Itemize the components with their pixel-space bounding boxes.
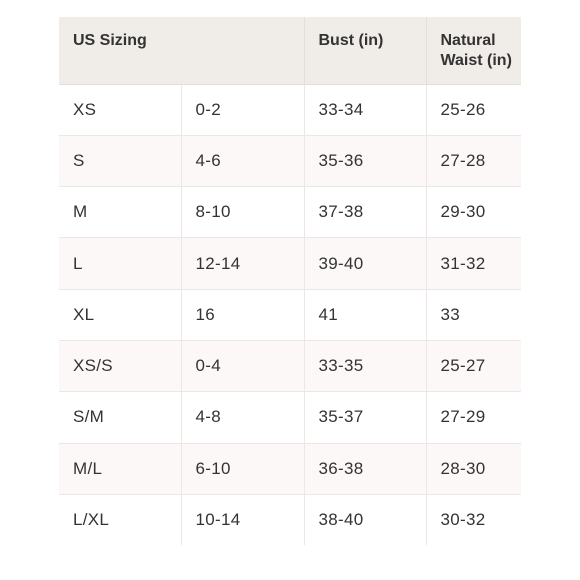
cell-size-label: M/L: [59, 443, 182, 495]
header-us-sizing: US Sizing: [59, 17, 305, 85]
cell-waist: 33: [426, 289, 521, 341]
table-header: US Sizing Bust (in) Natural Waist (in): [59, 17, 521, 85]
cell-us-size: 4-8: [181, 391, 305, 444]
table-row: S/M 4-8 35-37 27-29: [59, 391, 521, 444]
cell-size-label: XL: [59, 289, 182, 341]
cell-waist: 30-32: [426, 494, 521, 545]
cell-waist: 31-32: [426, 237, 521, 290]
cell-us-size: 4-6: [181, 135, 305, 188]
cell-size-label: L/XL: [59, 494, 182, 545]
cell-waist: 25-27: [426, 340, 521, 393]
cell-us-size: 12-14: [181, 237, 305, 290]
cell-waist: 25-26: [426, 84, 521, 136]
cell-us-size: 6-10: [181, 443, 305, 495]
cell-size-label: L: [59, 237, 182, 290]
cell-size-label: XS: [59, 84, 182, 136]
cell-us-size: 10-14: [181, 494, 305, 545]
cell-bust: 38-40: [304, 494, 427, 545]
header-row: US Sizing Bust (in) Natural Waist (in): [59, 17, 521, 85]
cell-bust: 37-38: [304, 186, 427, 239]
cell-us-size: 16: [181, 289, 305, 341]
header-bust: Bust (in): [304, 17, 427, 85]
table-row: S 4-6 35-36 27-28: [59, 135, 521, 188]
cell-bust: 35-37: [304, 391, 427, 444]
header-natural-waist: Natural Waist (in): [426, 17, 521, 85]
cell-size-label: XS/S: [59, 340, 182, 393]
table-row: M 8-10 37-38 29-30: [59, 186, 521, 239]
table-row: M/L 6-10 36-38 28-30: [59, 443, 521, 495]
table-row: XS/S 0-4 33-35 25-27: [59, 340, 521, 393]
cell-waist: 27-29: [426, 391, 521, 444]
cell-us-size: 8-10: [181, 186, 305, 239]
cell-us-size: 0-4: [181, 340, 305, 393]
header-natural-waist-line2: Waist (in): [440, 52, 512, 69]
header-natural-waist-line1: Natural: [440, 32, 496, 49]
cell-bust: 33-34: [304, 84, 427, 136]
cell-bust: 35-36: [304, 135, 427, 188]
cell-size-label: M: [59, 186, 182, 239]
table-body: XS 0-2 33-34 25-26 S 4-6 35-36 27-28 M 8…: [59, 84, 521, 545]
table-row: XL 16 41 33: [59, 289, 521, 341]
cell-us-size: 0-2: [181, 84, 305, 136]
table-row: L 12-14 39-40 31-32: [59, 237, 521, 290]
cell-size-label: S: [59, 135, 182, 188]
size-table: US Sizing Bust (in) Natural Waist (in) X…: [59, 17, 521, 545]
cell-bust: 36-38: [304, 443, 427, 495]
cell-size-label: S/M: [59, 391, 182, 444]
cell-bust: 39-40: [304, 237, 427, 290]
table-row: XS 0-2 33-34 25-26: [59, 84, 521, 136]
table-row: L/XL 10-14 38-40 30-32: [59, 494, 521, 545]
cell-waist: 28-30: [426, 443, 521, 495]
cell-bust: 33-35: [304, 340, 427, 393]
cell-waist: 27-28: [426, 135, 521, 188]
cell-bust: 41: [304, 289, 427, 341]
size-chart: US Sizing Bust (in) Natural Waist (in) X…: [59, 17, 521, 545]
cell-waist: 29-30: [426, 186, 521, 239]
